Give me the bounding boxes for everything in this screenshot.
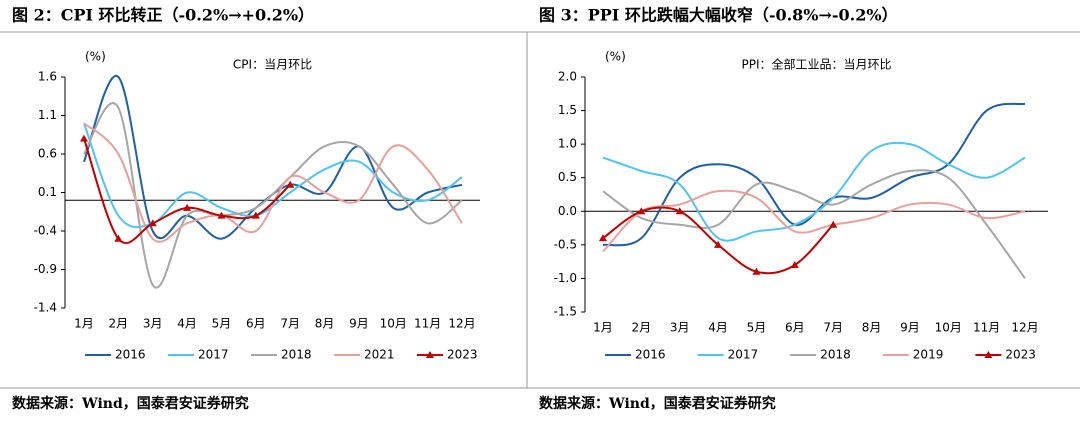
series-line xyxy=(602,169,1026,280)
marker xyxy=(80,134,88,142)
x-tick-label: 12月 xyxy=(448,317,475,331)
legend-label: 2017 xyxy=(728,348,759,362)
subtitle: PPI：全部工业品：当月环比 xyxy=(741,57,891,72)
x-tick-label: 1月 xyxy=(74,317,94,331)
x-tick-label: 3月 xyxy=(143,317,163,331)
series-line xyxy=(602,141,1026,242)
x-tick-label: 1月 xyxy=(593,321,613,335)
x-tick-label: 11月 xyxy=(414,317,441,331)
marker xyxy=(183,203,192,211)
x-tick-label: 4月 xyxy=(708,321,728,335)
marker xyxy=(251,211,260,219)
marker xyxy=(752,267,761,275)
marker xyxy=(286,180,295,188)
y-tick-label: 1.1 xyxy=(38,108,57,122)
legend-label: 2016 xyxy=(635,348,666,362)
y-tick-label: -1.4 xyxy=(34,301,57,315)
y-tick-label: 1.6 xyxy=(38,70,57,84)
y-tick-label: 0.0 xyxy=(558,204,577,218)
marker xyxy=(217,211,226,219)
y-tick-label: 0.1 xyxy=(38,185,57,199)
marker xyxy=(790,261,799,268)
y-tick-label: 0.5 xyxy=(558,170,577,184)
x-tick-label: 9月 xyxy=(349,317,369,331)
legend-marker xyxy=(426,351,434,358)
marker xyxy=(714,240,723,248)
x-tick-label: 3月 xyxy=(670,321,690,335)
legend-label: 2018 xyxy=(820,348,851,362)
marker xyxy=(829,220,838,228)
source: 数据来源：Wind，国泰君安证券研究 xyxy=(12,395,249,412)
series-line xyxy=(83,102,463,289)
legend-marker xyxy=(984,351,993,358)
x-tick-label: 2月 xyxy=(109,317,129,331)
x-tick-label: 5月 xyxy=(747,321,767,335)
y-tick-label: -0.9 xyxy=(34,262,57,276)
x-tick-label: 7月 xyxy=(280,317,300,331)
y-tick-label: 1.0 xyxy=(558,137,577,151)
subtitle: CPI：当月环比 xyxy=(233,58,312,72)
x-tick-label: 7月 xyxy=(823,321,843,335)
legend-label: 2023 xyxy=(447,348,478,362)
legend-label: 2018 xyxy=(281,348,312,362)
chart-title: 图 3：PPI 环比跌幅大幅收窄（-0.8%→-0.2%） xyxy=(539,6,898,25)
unit: (%) xyxy=(605,50,626,64)
chart-title: 图 2：CPI 环比转正（-0.2%→+0.2%） xyxy=(12,6,314,25)
y-tick-label: -0.5 xyxy=(554,237,577,251)
x-tick-label: 12月 xyxy=(1011,321,1038,335)
series-line xyxy=(83,122,463,229)
y-tick-label: -1.0 xyxy=(554,271,577,285)
unit: (%) xyxy=(85,50,106,64)
source: 数据来源：Wind，国泰君安证券研究 xyxy=(539,395,776,412)
marker xyxy=(599,234,607,242)
marker xyxy=(148,219,157,227)
x-tick-label: 8月 xyxy=(862,321,882,335)
x-tick-label: 5月 xyxy=(212,317,232,331)
x-tick-label: 2月 xyxy=(632,321,652,335)
y-tick-label: -0.4 xyxy=(34,224,57,238)
legend-label: 2019 xyxy=(913,348,944,362)
legend-label: 2017 xyxy=(198,348,229,362)
legend-label: 2023 xyxy=(1005,348,1036,362)
x-tick-label: 8月 xyxy=(315,317,335,331)
legend-label: 2016 xyxy=(115,348,146,362)
y-tick-label: -1.5 xyxy=(554,305,577,319)
series-line xyxy=(602,189,1026,253)
marker xyxy=(637,207,646,215)
x-tick-label: 4月 xyxy=(177,317,197,331)
x-tick-label: 11月 xyxy=(973,321,1000,335)
marker xyxy=(114,234,123,242)
x-tick-label: 6月 xyxy=(246,317,266,331)
x-tick-label: 10月 xyxy=(380,317,407,331)
x-tick-label: 6月 xyxy=(785,321,805,335)
y-tick-label: 2.0 xyxy=(558,70,577,84)
legend-label: 2021 xyxy=(364,348,395,362)
x-tick-label: 10月 xyxy=(935,321,962,335)
x-tick-label: 9月 xyxy=(900,321,920,335)
y-tick-label: 0.6 xyxy=(38,147,57,161)
y-tick-label: 1.5 xyxy=(558,103,577,117)
marker xyxy=(675,207,684,215)
